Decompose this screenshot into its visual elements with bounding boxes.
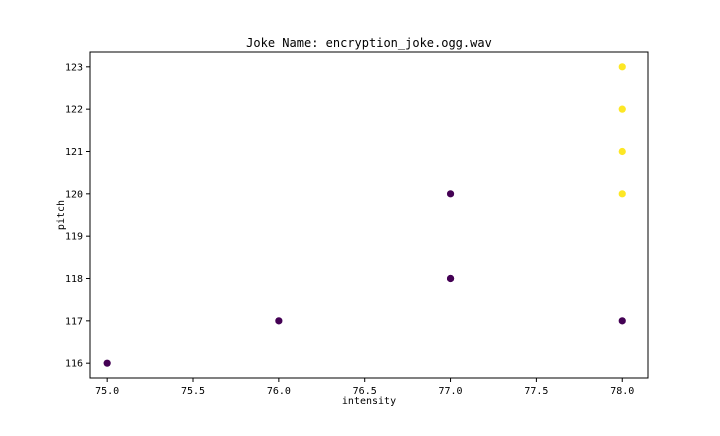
x-tick-label: 77.5 [524, 386, 548, 397]
x-tick-label: 77.0 [439, 386, 463, 397]
data-point [618, 317, 626, 325]
data-point [618, 105, 626, 113]
data-points [103, 63, 626, 367]
x-tick-label: 78.0 [610, 386, 634, 397]
y-axis: 116 117 118 119 120 121 122 123 [65, 62, 90, 370]
x-tick-label: 75.0 [95, 386, 119, 397]
chart-title: Joke Name: encryption_joke.ogg.wav [246, 36, 492, 50]
data-point [618, 63, 626, 71]
x-tick-label: 75.5 [181, 386, 205, 397]
y-tick-label: 121 [65, 147, 83, 158]
data-point [446, 274, 455, 283]
y-tick-label: 123 [65, 62, 83, 73]
x-axis: 75.0 75.5 76.0 76.5 77.0 77.5 78.0 [95, 378, 634, 397]
data-point [103, 359, 111, 367]
x-tick-label: 76.5 [353, 386, 377, 397]
y-tick-label: 119 [65, 232, 83, 243]
y-axis-label: pitch [56, 200, 67, 230]
y-tick-label: 120 [65, 189, 83, 200]
data-point [618, 190, 626, 198]
y-tick-label: 116 [65, 359, 83, 370]
x-axis-label: intensity [342, 396, 396, 407]
y-tick-label: 122 [65, 105, 83, 116]
y-tick-label: 117 [65, 316, 83, 327]
y-tick-label: 118 [65, 274, 83, 285]
x-tick-label: 76.0 [267, 386, 291, 397]
data-point [275, 317, 283, 325]
plot-area [89, 51, 649, 379]
data-point [446, 190, 455, 198]
data-point [618, 147, 626, 156]
